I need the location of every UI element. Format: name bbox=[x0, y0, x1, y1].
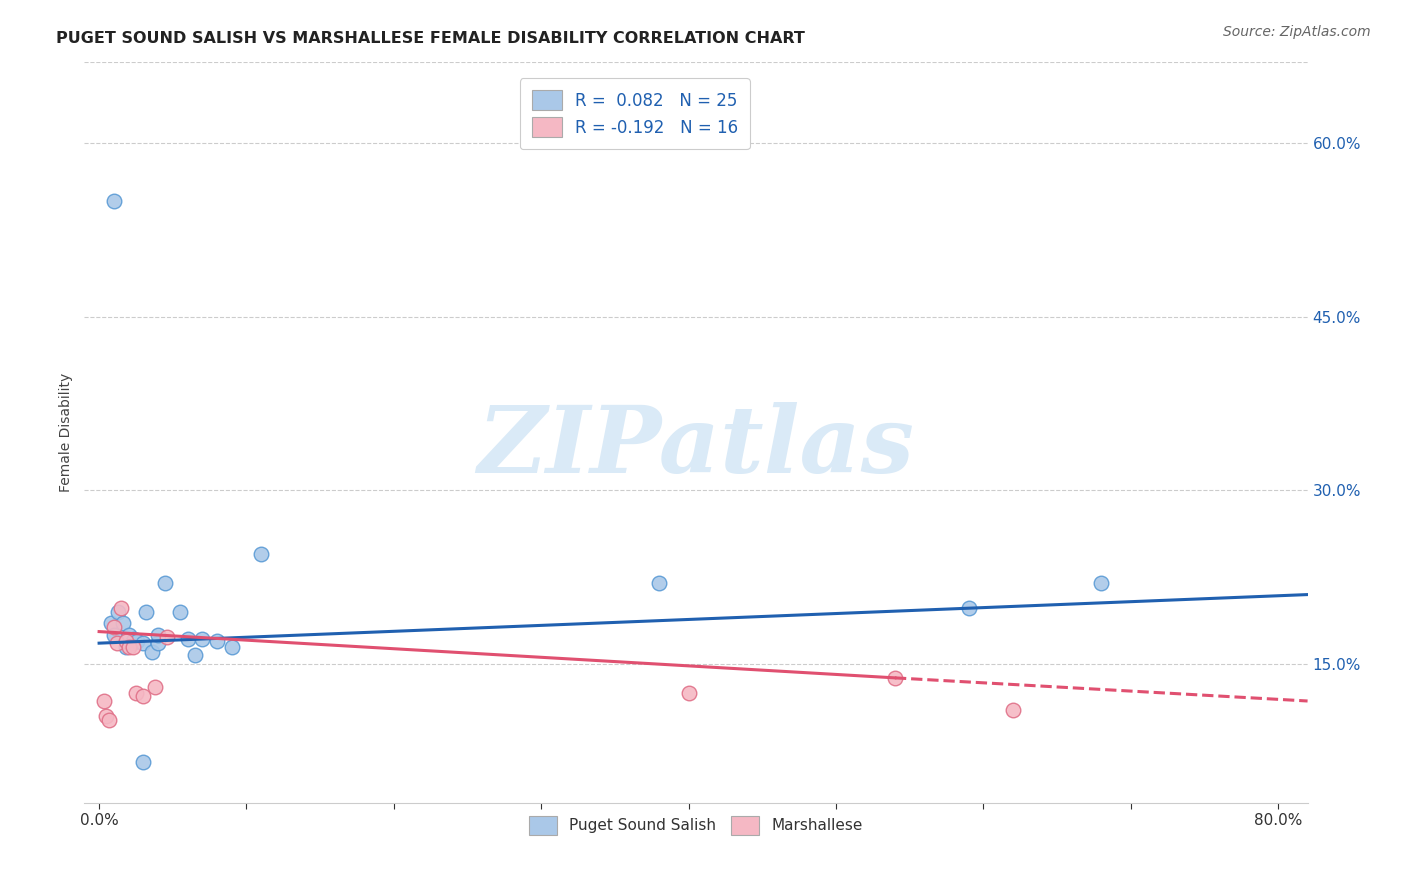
Point bbox=[169, 605, 191, 619]
Point bbox=[146, 628, 169, 642]
Point bbox=[117, 640, 139, 654]
Point bbox=[111, 616, 134, 631]
Point bbox=[141, 645, 163, 659]
Legend: Puget Sound Salish, Marshallese: Puget Sound Salish, Marshallese bbox=[517, 804, 875, 847]
Text: ZIPatlas: ZIPatlas bbox=[478, 402, 914, 492]
Point bbox=[98, 713, 121, 727]
Point bbox=[96, 709, 118, 723]
Point bbox=[205, 633, 228, 648]
Point bbox=[125, 686, 148, 700]
Point bbox=[184, 648, 207, 662]
Point bbox=[110, 601, 132, 615]
Point bbox=[146, 636, 169, 650]
Point bbox=[648, 576, 671, 591]
Point bbox=[156, 631, 179, 645]
Text: Source: ZipAtlas.com: Source: ZipAtlas.com bbox=[1223, 25, 1371, 39]
Y-axis label: Female Disability: Female Disability bbox=[59, 373, 73, 492]
Point bbox=[121, 636, 143, 650]
Point bbox=[957, 601, 980, 615]
Point bbox=[191, 632, 214, 646]
Point bbox=[176, 632, 198, 646]
Point bbox=[103, 628, 125, 642]
Point bbox=[127, 633, 149, 648]
Point bbox=[143, 680, 166, 694]
Text: PUGET SOUND SALISH VS MARSHALLESE FEMALE DISABILITY CORRELATION CHART: PUGET SOUND SALISH VS MARSHALLESE FEMALE… bbox=[56, 31, 806, 46]
Point bbox=[132, 690, 155, 704]
Point bbox=[105, 636, 128, 650]
Point bbox=[678, 686, 700, 700]
Point bbox=[117, 628, 139, 642]
Point bbox=[107, 605, 129, 619]
Point bbox=[250, 547, 273, 561]
Point bbox=[122, 640, 145, 654]
Point bbox=[221, 640, 243, 654]
Point bbox=[1001, 703, 1024, 717]
Point bbox=[93, 694, 115, 708]
Point bbox=[884, 671, 907, 685]
Point bbox=[132, 636, 155, 650]
Point bbox=[103, 194, 125, 209]
Point bbox=[100, 616, 122, 631]
Point bbox=[124, 632, 146, 646]
Point bbox=[1090, 576, 1112, 591]
Point bbox=[103, 620, 125, 634]
Point bbox=[114, 633, 136, 648]
Point bbox=[114, 640, 136, 654]
Point bbox=[132, 756, 155, 770]
Point bbox=[155, 576, 177, 591]
Point bbox=[135, 605, 157, 619]
